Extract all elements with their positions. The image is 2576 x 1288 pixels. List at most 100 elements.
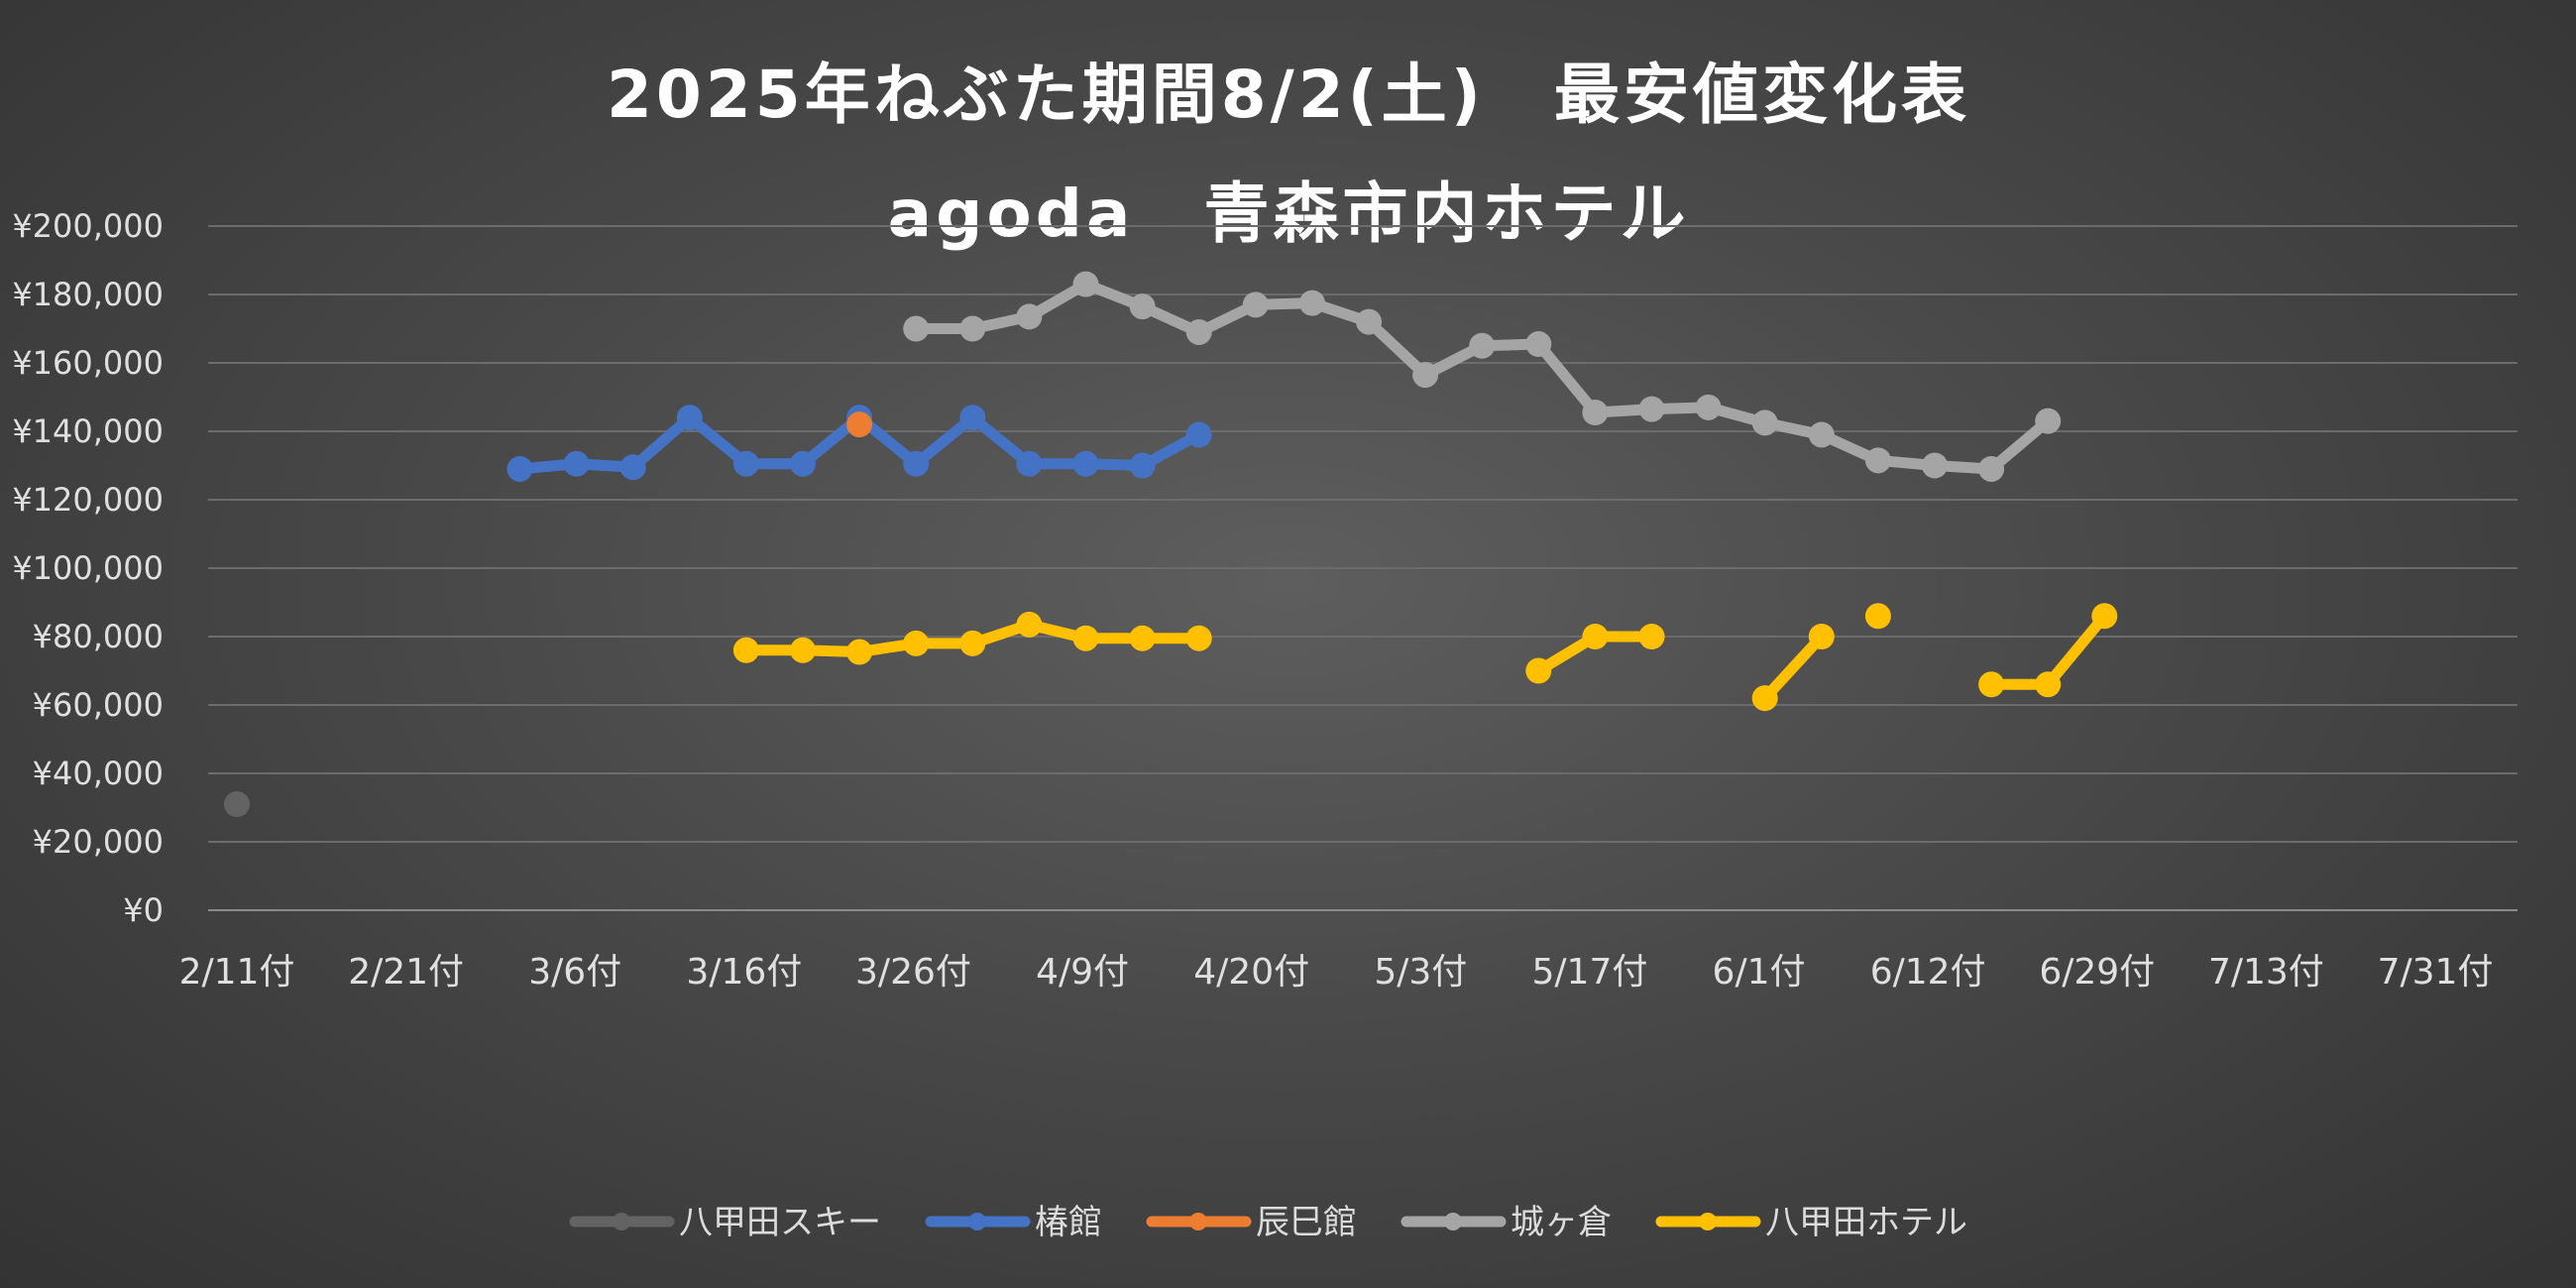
data-point <box>1129 625 1156 651</box>
data-point <box>1185 421 1212 448</box>
data-point <box>1808 624 1835 649</box>
data-point <box>1298 290 1325 316</box>
data-point <box>1016 611 1043 638</box>
gridlines <box>208 225 2518 911</box>
data-point <box>959 315 986 342</box>
data-point <box>1129 452 1156 479</box>
legend-item: 八甲田ホテル <box>1655 1203 1967 1242</box>
data-point <box>619 454 646 481</box>
data-point <box>1469 332 1496 359</box>
x-tick-label: 3/6付 <box>528 952 621 993</box>
data-point <box>959 630 986 656</box>
chart-subtitle: agoda 青森市内ホテル <box>888 176 1690 252</box>
data-point <box>1072 625 1099 651</box>
legend-label: 椿館 <box>1035 1203 1102 1242</box>
legend-item: 椿館 <box>925 1203 1102 1242</box>
data-point <box>1016 303 1043 330</box>
y-tick-label: ¥20,000 <box>33 823 164 861</box>
data-point <box>1751 685 1778 712</box>
x-tick-label: 4/20付 <box>1193 952 1309 993</box>
data-point <box>1695 394 1722 420</box>
y-tick-label: ¥160,000 <box>12 344 164 382</box>
legend-item: 城ヶ倉 <box>1400 1203 1612 1242</box>
data-point <box>903 630 930 656</box>
data-point <box>1638 396 1665 422</box>
y-tick-label: ¥80,000 <box>33 618 164 655</box>
data-point <box>846 411 873 438</box>
data-point <box>1582 624 1609 649</box>
data-point <box>1978 455 2005 482</box>
legend-label: 八甲田ホテル <box>1765 1203 1967 1242</box>
data-point <box>1525 331 1552 358</box>
data-point <box>506 455 533 482</box>
data-point <box>2035 671 2062 698</box>
legend-marker <box>1189 1213 1207 1230</box>
data-point <box>1072 271 1099 297</box>
y-axis: ¥0 ¥20,000 ¥40,000 ¥60,000 ¥80,000 ¥100,000 ¥1… <box>12 207 164 929</box>
series-3 <box>903 271 2062 482</box>
y-tick-label: ¥40,000 <box>33 755 164 792</box>
data-point <box>224 791 250 818</box>
series-line <box>910 279 2054 475</box>
x-axis: 2/11付 2/21付 3/6付 3/16付 3/26付 4/9付 4/20付 5/3付 5/1… <box>179 952 2494 993</box>
data-point <box>1356 308 1382 335</box>
y-tick-label: ¥120,000 <box>12 481 164 519</box>
data-point <box>732 637 759 663</box>
series-4 <box>732 603 2118 712</box>
data-point <box>1864 603 1891 630</box>
legend-item: 八甲田スキー <box>569 1203 881 1242</box>
x-tick-label: 3/16付 <box>686 952 802 993</box>
data-point <box>1072 450 1099 477</box>
legend-marker <box>1699 1213 1717 1230</box>
legend-marker <box>1444 1213 1462 1230</box>
series-0 <box>224 791 250 818</box>
x-tick-label: 6/29付 <box>2039 952 2155 993</box>
data-point <box>903 450 930 477</box>
data-point <box>1185 625 1212 651</box>
data-point <box>1808 421 1835 448</box>
data-point <box>790 450 816 477</box>
legend-marker <box>613 1213 630 1230</box>
x-tick-label: 2/21付 <box>348 952 464 993</box>
data-point <box>1751 410 1778 436</box>
legend-label: 八甲田スキー <box>679 1203 881 1242</box>
x-tick-label: 5/17付 <box>1532 952 1648 993</box>
data-point <box>1922 452 1948 479</box>
data-point <box>732 450 759 477</box>
data-point <box>1582 400 1609 426</box>
legend-marker <box>968 1213 986 1230</box>
y-tick-label: ¥100,000 <box>12 549 164 587</box>
legend-label: 辰巳館 <box>1256 1203 1357 1242</box>
series-line <box>1759 631 1828 704</box>
data-point <box>1864 447 1891 474</box>
legend-item: 辰巳館 <box>1146 1203 1357 1242</box>
data-point <box>563 450 590 477</box>
data-point <box>1016 450 1043 477</box>
data-point <box>2035 408 2062 434</box>
y-tick-label: ¥200,000 <box>12 207 164 245</box>
legend-label: 城ヶ倉 <box>1511 1203 1612 1242</box>
data-point <box>1185 318 1212 345</box>
x-tick-label: 5/3付 <box>1374 952 1467 993</box>
x-tick-label: 4/9付 <box>1036 952 1129 993</box>
data-point <box>676 405 703 431</box>
data-point <box>1638 624 1665 649</box>
y-tick-label: ¥180,000 <box>12 276 164 313</box>
x-tick-label: 6/1付 <box>1713 952 1806 993</box>
legend: 八甲田スキー 椿館 辰巳館 城ヶ倉 八甲田ホテル <box>569 1203 1967 1242</box>
x-tick-label: 7/31付 <box>2378 952 2494 993</box>
data-point <box>959 405 986 431</box>
plot-area <box>224 271 2118 818</box>
data-point <box>903 315 930 342</box>
x-tick-label: 6/12付 <box>1870 952 1986 993</box>
data-point <box>1525 657 1552 684</box>
x-tick-label: 7/13付 <box>2208 952 2324 993</box>
chart-title: 2025年ねぶた期間8/2(土) 最安値変化表 <box>607 57 1970 133</box>
y-tick-label: ¥140,000 <box>12 412 164 450</box>
data-point <box>790 637 816 663</box>
data-point <box>1242 292 1269 318</box>
data-point <box>1412 362 1439 389</box>
data-point <box>2091 603 2118 630</box>
series-2 <box>846 411 873 438</box>
